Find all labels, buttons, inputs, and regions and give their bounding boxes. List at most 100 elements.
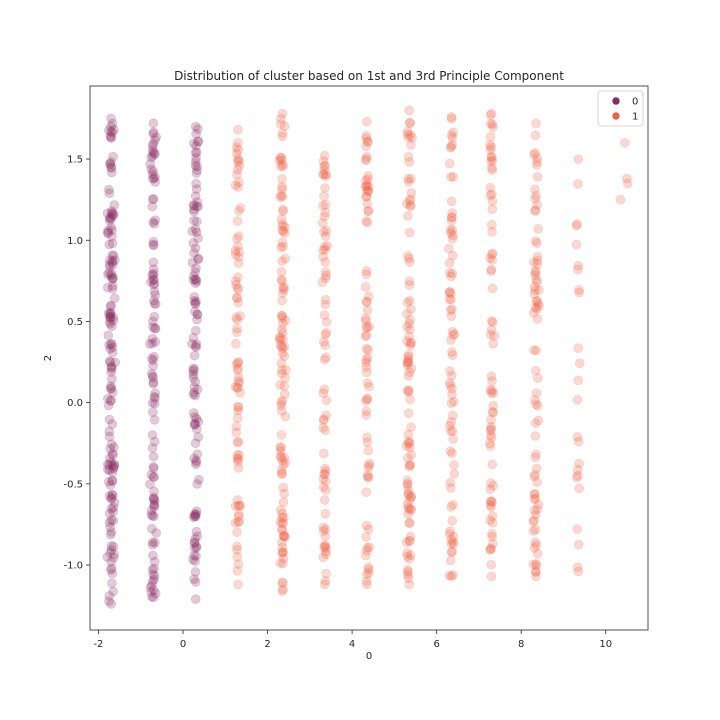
data-point-cluster-1 bbox=[530, 509, 541, 520]
data-point-cluster-0 bbox=[107, 225, 117, 236]
data-point-cluster-1 bbox=[361, 354, 372, 365]
data-point-cluster-1 bbox=[364, 458, 375, 469]
data-point-cluster-1 bbox=[405, 531, 416, 542]
data-point-cluster-1 bbox=[362, 378, 373, 389]
data-point-cluster-1 bbox=[448, 127, 459, 138]
data-point-cluster-0 bbox=[191, 526, 202, 537]
data-point-cluster-1 bbox=[280, 457, 291, 468]
data-point-cluster-1 bbox=[277, 295, 287, 306]
data-point-cluster-0 bbox=[187, 339, 197, 349]
data-point-cluster-0 bbox=[104, 125, 114, 136]
data-point-cluster-1 bbox=[446, 335, 456, 345]
data-point-cluster-1 bbox=[275, 517, 286, 527]
data-point-cluster-1 bbox=[231, 312, 242, 323]
data-point-cluster-0 bbox=[189, 538, 200, 548]
data-point-cluster-1 bbox=[275, 558, 286, 568]
data-point-cluster-1 bbox=[275, 446, 286, 457]
data-point-cluster-1 bbox=[362, 471, 373, 482]
data-point-cluster-1 bbox=[531, 160, 542, 171]
data-point-cluster-1 bbox=[485, 441, 496, 452]
data-point-cluster-1 bbox=[572, 464, 583, 475]
data-point-cluster-0 bbox=[107, 342, 118, 353]
data-point-cluster-1 bbox=[362, 136, 373, 147]
data-point-cluster-1 bbox=[319, 469, 330, 480]
data-point-cluster-1 bbox=[447, 268, 458, 279]
data-point-cluster-1 bbox=[363, 564, 374, 575]
data-point-cluster-1 bbox=[276, 274, 287, 285]
data-point-cluster-1 bbox=[234, 155, 245, 166]
data-point-cluster-0 bbox=[192, 161, 203, 172]
data-point-cluster-1 bbox=[402, 565, 413, 575]
data-point-cluster-0 bbox=[148, 268, 159, 279]
data-point-cluster-0 bbox=[105, 255, 115, 266]
data-point-cluster-0 bbox=[191, 509, 202, 519]
data-point-cluster-0 bbox=[105, 309, 116, 320]
data-point-cluster-0 bbox=[148, 493, 159, 503]
data-point-cluster-0 bbox=[145, 276, 156, 287]
data-point-cluster-1 bbox=[447, 426, 458, 437]
data-point-cluster-1 bbox=[485, 118, 496, 129]
data-point-cluster-1 bbox=[487, 204, 498, 215]
data-point-cluster-0 bbox=[148, 472, 159, 483]
data-point-cluster-1 bbox=[232, 169, 242, 180]
data-point-cluster-0 bbox=[190, 577, 201, 587]
data-point-cluster-1 bbox=[485, 182, 496, 193]
data-point-cluster-1 bbox=[321, 352, 331, 363]
data-point-cluster-0 bbox=[188, 372, 199, 383]
data-point-cluster-1 bbox=[530, 567, 541, 577]
data-point-cluster-1 bbox=[233, 124, 243, 135]
x-tick-label: 10 bbox=[599, 639, 612, 650]
data-point-cluster-1 bbox=[486, 496, 497, 507]
data-point-cluster-1 bbox=[317, 217, 328, 228]
data-point-cluster-1 bbox=[445, 483, 456, 493]
data-point-cluster-0 bbox=[151, 528, 162, 538]
data-point-cluster-1 bbox=[320, 466, 331, 476]
data-point-cluster-1 bbox=[447, 250, 458, 261]
data-point-cluster-1 bbox=[530, 205, 541, 216]
data-point-cluster-1 bbox=[571, 239, 582, 250]
data-point-cluster-1 bbox=[320, 543, 331, 553]
data-point-cluster-1 bbox=[534, 301, 544, 312]
data-point-cluster-1 bbox=[320, 541, 331, 551]
data-point-cluster-1 bbox=[232, 456, 243, 467]
data-point-cluster-1 bbox=[403, 354, 413, 365]
data-point-cluster-1 bbox=[362, 136, 373, 147]
data-point-cluster-0 bbox=[106, 167, 117, 178]
data-point-cluster-1 bbox=[363, 562, 374, 572]
data-point-cluster-0 bbox=[148, 217, 159, 228]
data-point-cluster-0 bbox=[146, 586, 157, 597]
data-point-cluster-1 bbox=[404, 579, 415, 590]
data-point-cluster-1 bbox=[530, 452, 541, 463]
data-point-cluster-0 bbox=[192, 197, 203, 208]
data-point-cluster-0 bbox=[191, 276, 202, 287]
data-point-cluster-1 bbox=[403, 408, 414, 419]
data-point-cluster-1 bbox=[235, 387, 246, 398]
data-point-cluster-1 bbox=[530, 524, 541, 535]
data-point-cluster-1 bbox=[573, 375, 584, 386]
data-point-cluster-1 bbox=[277, 221, 288, 232]
data-point-cluster-1 bbox=[361, 362, 372, 373]
data-point-cluster-1 bbox=[530, 399, 541, 410]
data-point-cluster-0 bbox=[147, 269, 158, 280]
data-point-cluster-1 bbox=[529, 505, 540, 516]
data-point-cluster-0 bbox=[149, 295, 159, 306]
data-point-cluster-0 bbox=[107, 209, 118, 219]
data-point-cluster-1 bbox=[485, 144, 496, 155]
data-point-cluster-1 bbox=[280, 253, 291, 264]
data-point-cluster-0 bbox=[149, 436, 160, 447]
data-point-cluster-0 bbox=[105, 307, 116, 318]
data-point-cluster-1 bbox=[274, 155, 285, 166]
data-point-cluster-1 bbox=[233, 144, 244, 155]
data-point-cluster-1 bbox=[486, 387, 497, 398]
data-point-cluster-1 bbox=[277, 237, 288, 248]
data-point-cluster-0 bbox=[107, 273, 118, 284]
data-point-cluster-0 bbox=[147, 144, 158, 155]
data-point-cluster-0 bbox=[189, 215, 200, 226]
data-point-cluster-1 bbox=[404, 227, 415, 238]
data-point-cluster-1 bbox=[361, 520, 372, 531]
data-point-cluster-0 bbox=[106, 383, 116, 394]
data-point-cluster-1 bbox=[486, 156, 496, 167]
data-point-cluster-1 bbox=[486, 324, 497, 335]
data-point-cluster-1 bbox=[363, 524, 374, 535]
data-point-cluster-0 bbox=[105, 444, 116, 454]
